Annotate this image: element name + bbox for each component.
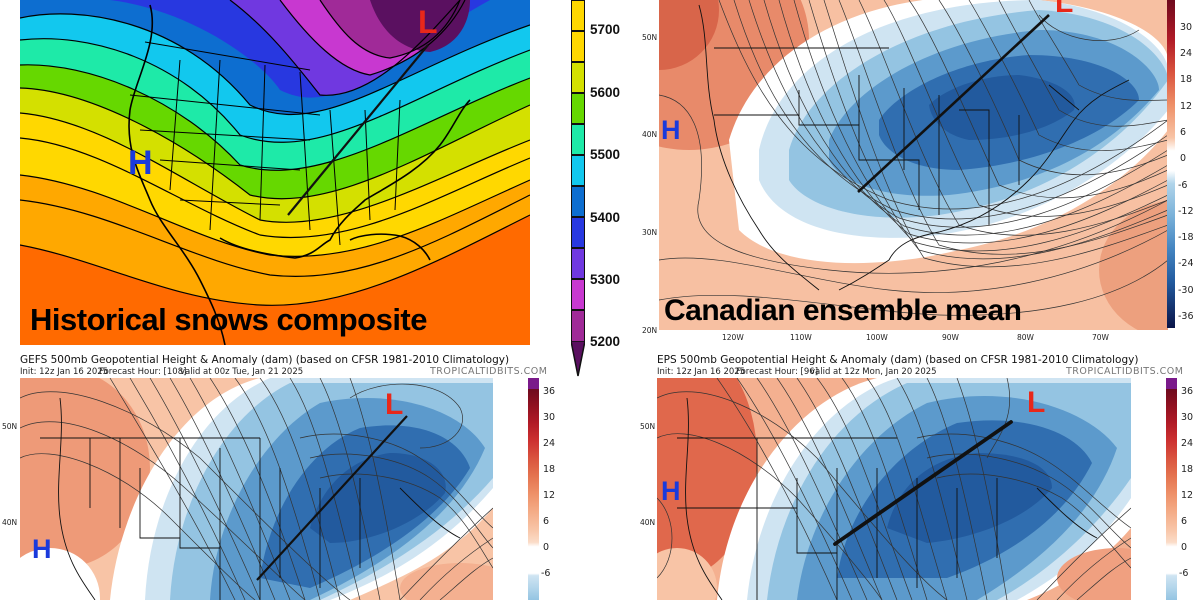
gefs-title: GEFS 500mb Geopotential Height & Anomaly… <box>20 354 510 366</box>
eps-forecast-hour: Forecast Hour: [96] <box>736 367 819 377</box>
height-colorbar-swatch <box>571 31 585 62</box>
anomaly-tick: 0 <box>1180 153 1187 164</box>
anomaly-tick: 6 <box>543 516 550 527</box>
lon-label: 100W <box>866 333 888 342</box>
lon-label: 120W <box>722 333 744 342</box>
lat-label: 40N <box>2 518 18 527</box>
gefs-panel: GEFS 500mb Geopotential Height & Anomaly… <box>0 350 560 600</box>
lon-label: 90W <box>942 333 959 342</box>
lat-label: 30N <box>642 228 658 237</box>
anomaly-tick: 18 <box>1180 74 1193 85</box>
anomaly-tick: 30 <box>543 412 556 423</box>
high-pressure-marker: H <box>128 144 153 182</box>
height-colorbar-swatch <box>571 248 585 279</box>
anomaly-tick: -30 <box>1178 285 1194 296</box>
height-colorbar-swatch <box>571 310 585 342</box>
lat-label: 50N <box>642 33 658 42</box>
high-pressure-marker: H <box>661 476 681 506</box>
gefs-anomaly-map <box>20 378 493 600</box>
anomaly-tick: 12 <box>1180 101 1193 112</box>
anomaly-tick: 24 <box>1180 48 1193 59</box>
height-colorbar-tick: 5400 <box>590 210 621 225</box>
height-colorbar-swatch <box>571 186 585 217</box>
eps-panel: EPS 500mb Geopotential Height & Anomaly … <box>640 350 1200 600</box>
anomaly-tick: -6 <box>541 568 551 579</box>
trough-axis-line <box>833 420 1013 546</box>
anomaly-tick: 6 <box>1180 127 1187 138</box>
anomaly-colorbar-eps <box>1166 378 1177 600</box>
eps-title: EPS 500mb Geopotential Height & Anomaly … <box>657 354 1139 366</box>
low-pressure-marker: L <box>385 388 404 421</box>
anomaly-tick: 30 <box>1180 22 1193 33</box>
anomaly-tick: 18 <box>1181 464 1194 475</box>
anomaly-colorbar-top <box>1167 0 1175 328</box>
anomaly-tick: 6 <box>1181 516 1188 527</box>
anomaly-tick: 18 <box>543 464 556 475</box>
anomaly-tick: -36 <box>1178 311 1194 322</box>
anomaly-tick: 24 <box>543 438 556 449</box>
high-pressure-marker: H <box>661 115 681 145</box>
historical-composite-panel: H L Historical snows composite <box>20 0 530 345</box>
anomaly-colorbar-gefs <box>528 378 539 600</box>
eps-anomaly-map <box>657 378 1131 600</box>
height-colorbar-tick: 5600 <box>590 85 621 100</box>
gefs-valid-time: valid at 00z Tue, Jan 21 2025 <box>180 367 304 377</box>
low-pressure-marker: L <box>1027 386 1046 419</box>
anomaly-tick: -6 <box>1178 180 1188 191</box>
colorbar-extend-arrow <box>571 341 585 377</box>
trough-axis-line <box>287 44 429 216</box>
anomaly-tick: -24 <box>1178 258 1194 269</box>
lon-label: 110W <box>790 333 812 342</box>
lon-label: 70W <box>1092 333 1109 342</box>
trough-axis-line <box>857 14 1050 193</box>
anomaly-tick: 36 <box>1181 386 1194 397</box>
lat-label: 20N <box>642 326 658 335</box>
height-colorbar-swatch <box>571 279 585 310</box>
gefs-init: Init: 12z Jan 16 2025 <box>20 367 109 377</box>
height-colorbar-swatch <box>571 93 585 124</box>
anomaly-tick: 0 <box>543 542 550 553</box>
anomaly-tick: 24 <box>1181 438 1194 449</box>
anomaly-tick: 30 <box>1181 412 1194 423</box>
anomaly-tick: -12 <box>1178 206 1194 217</box>
lon-label: 80W <box>1017 333 1034 342</box>
canadian-ensemble-panel: 50N 40N 30N 20N <box>640 0 1200 345</box>
eps-brand: TROPICALTIDBITS.COM <box>1066 366 1184 377</box>
height-colorbar-swatch <box>571 0 585 31</box>
eps-init: Init: 12z Jan 16 2025 <box>657 367 746 377</box>
height-colorbar-swatch <box>571 155 585 186</box>
lat-label: 40N <box>640 518 656 527</box>
anomaly-tick: -6 <box>1179 568 1189 579</box>
historical-height-map <box>20 0 530 345</box>
high-pressure-marker: H <box>32 534 52 564</box>
anomaly-tick: -18 <box>1178 232 1194 243</box>
canadian-ensemble-label: Canadian ensemble mean <box>664 294 1022 327</box>
height-colorbar-tick: 5300 <box>590 272 621 287</box>
anomaly-tick: 36 <box>543 386 556 397</box>
height-colorbar-tick: 5200 <box>590 334 621 349</box>
height-colorbar-swatch <box>571 124 585 155</box>
lat-label: 50N <box>640 422 656 431</box>
height-colorbar <box>571 0 585 380</box>
height-colorbar-swatch <box>571 62 585 93</box>
low-pressure-marker: L <box>1055 0 1074 19</box>
canadian-anomaly-map <box>659 0 1168 330</box>
height-colorbar-swatch <box>571 217 585 248</box>
height-colorbar-tick: 5700 <box>590 22 621 37</box>
anomaly-tick: 12 <box>543 490 556 501</box>
gefs-forecast-hour: Forecast Hour: [108] <box>99 367 187 377</box>
lat-label: 40N <box>642 130 658 139</box>
gefs-brand: TROPICALTIDBITS.COM <box>430 366 548 377</box>
height-contour-field <box>20 0 530 345</box>
lat-label: 50N <box>2 422 18 431</box>
eps-valid-time: valid at 12z Mon, Jan 20 2025 <box>810 367 937 377</box>
height-colorbar-tick: 5500 <box>590 147 621 162</box>
anomaly-tick: 0 <box>1181 542 1188 553</box>
low-pressure-marker: L <box>418 4 438 40</box>
historical-composite-label: Historical snows composite <box>30 302 428 337</box>
anomaly-tick: 12 <box>1181 490 1194 501</box>
trough-axis-line <box>256 415 408 581</box>
